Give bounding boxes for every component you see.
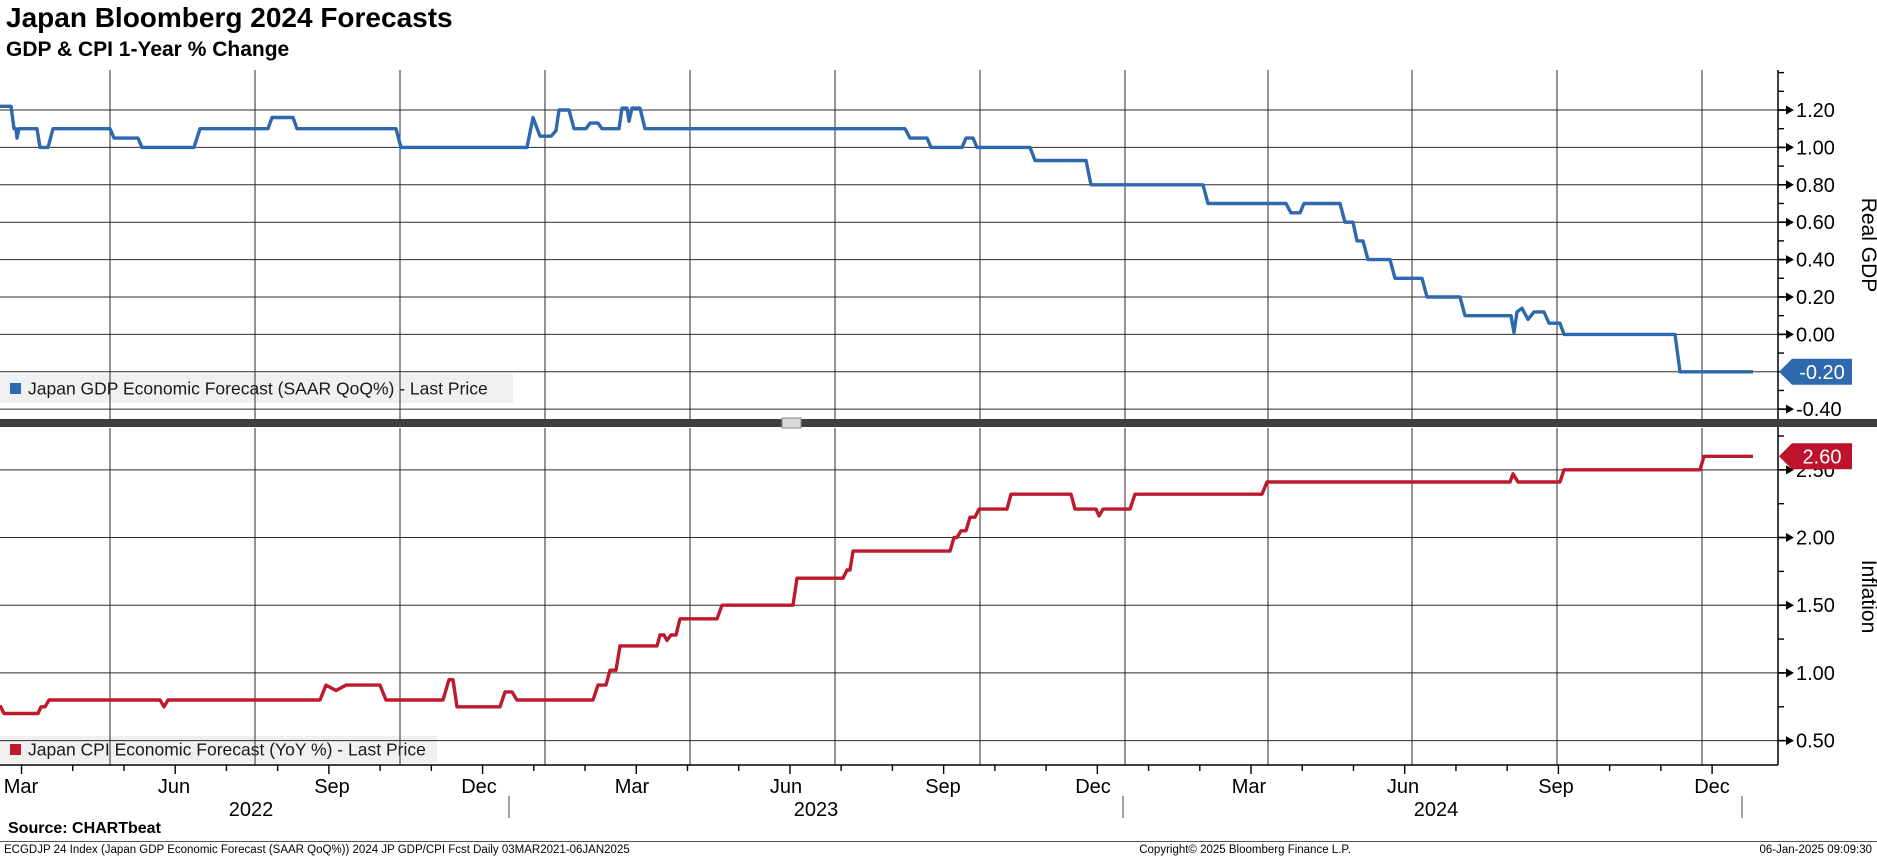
gdp-series-line — [0, 104, 1753, 374]
page-subtitle: GDP & CPI 1-Year % Change — [6, 38, 290, 61]
panel-axis-title-gdp: Real GDP — [1857, 198, 1877, 293]
page-title: Japan Bloomberg 2024 Forecasts — [6, 2, 453, 33]
y-tick-arrow-icon — [1786, 668, 1794, 678]
panel-resize-handle-icon[interactable] — [781, 417, 802, 429]
y-tick-arrow-icon — [1786, 600, 1794, 610]
legend-box-gdp — [0, 374, 513, 403]
y-tick-arrow-icon — [1786, 217, 1794, 227]
x-month-label: Sep — [925, 776, 961, 798]
gdp-last-price-label: -0.20 — [1799, 362, 1845, 384]
y-tick-arrow-icon — [1786, 329, 1794, 339]
y-tick-label: 1.00 — [1796, 137, 1835, 159]
y-tick-label: 0.50 — [1796, 731, 1835, 753]
y-tick-label: 0.00 — [1796, 324, 1835, 346]
x-month-label: Jun — [770, 776, 802, 798]
y-tick-arrow-icon — [1786, 533, 1794, 543]
y-tick-arrow-icon — [1786, 465, 1794, 475]
x-month-label: Dec — [461, 776, 497, 798]
footer-timestamp: 06-Jan-2025 09:09:30 — [1759, 844, 1872, 856]
y-tick-label: 0.40 — [1796, 250, 1835, 272]
y-tick-label: 1.00 — [1796, 663, 1835, 685]
y-tick-label: 1.20 — [1796, 100, 1835, 122]
y-tick-arrow-icon — [1786, 404, 1794, 414]
x-month-label: Jun — [1387, 776, 1419, 798]
x-year-label: 2022 — [229, 799, 274, 821]
x-month-label: Mar — [4, 776, 39, 798]
cpi-last-price-label: 2.60 — [1803, 446, 1842, 468]
x-month-label: Mar — [615, 776, 650, 798]
y-tick-arrow-icon — [1786, 736, 1794, 746]
source-label: Source: CHARTbeat — [8, 820, 161, 837]
legend-label-gdp: Japan GDP Economic Forecast (SAAR QoQ%) … — [28, 379, 488, 399]
footer-bar: ECGDJP 24 Index (Japan GDP Economic Fore… — [0, 844, 1877, 859]
legend-marker-gdp — [10, 383, 21, 394]
legend-label-cpi: Japan CPI Economic Forecast (YoY %) - La… — [28, 740, 426, 760]
footer-copyright: Copyright© 2025 Bloomberg Finance L.P. — [1139, 844, 1351, 856]
panel-divider[interactable] — [0, 419, 1877, 427]
x-month-label: Mar — [1232, 776, 1267, 798]
legend-marker-cpi — [10, 744, 21, 755]
y-tick-arrow-icon — [1786, 105, 1794, 115]
y-tick-arrow-icon — [1786, 180, 1794, 190]
y-tick-arrow-icon — [1786, 292, 1794, 302]
x-year-label: 2023 — [794, 799, 839, 821]
y-tick-label: 2.00 — [1796, 528, 1835, 550]
y-tick-label: -0.40 — [1796, 399, 1842, 421]
x-month-label: Jun — [158, 776, 190, 798]
x-month-label: Dec — [1075, 776, 1111, 798]
x-year-label: 2024 — [1414, 799, 1459, 821]
footer-ticker-info: ECGDJP 24 Index (Japan GDP Economic Fore… — [4, 844, 630, 856]
y-tick-arrow-icon — [1786, 255, 1794, 265]
footer-divider — [0, 841, 1877, 842]
cpi-series-line — [0, 454, 1753, 716]
x-month-label: Sep — [314, 776, 350, 798]
gdp-last-price-badge — [1779, 358, 1852, 385]
x-month-label: Sep — [1538, 776, 1574, 798]
y-tick-label: 0.60 — [1796, 212, 1835, 234]
y-tick-label: 0.80 — [1796, 175, 1835, 197]
y-tick-arrow-icon — [1786, 142, 1794, 152]
panel-axis-title-cpi: Inflation — [1857, 560, 1877, 634]
y-tick-label: 1.50 — [1796, 595, 1835, 617]
x-month-label: Dec — [1694, 776, 1730, 798]
cpi-last-price-badge — [1779, 443, 1852, 470]
y-tick-label: 0.20 — [1796, 287, 1835, 309]
